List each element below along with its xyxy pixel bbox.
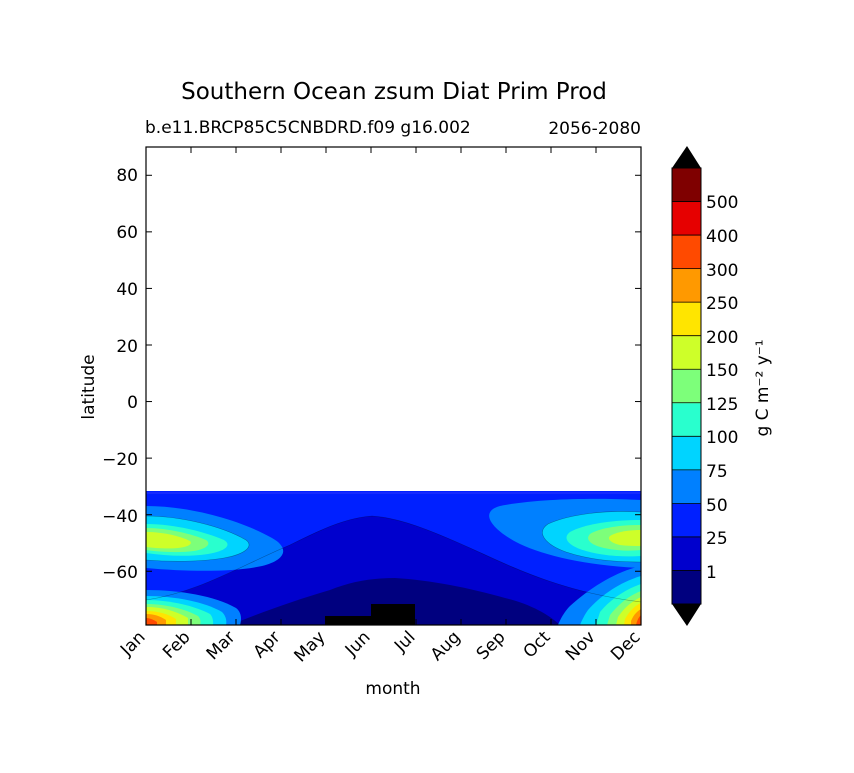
y-tick-label: 80 [116, 166, 138, 186]
contour-field [146, 491, 641, 625]
y-tick-label: −40 [102, 507, 138, 527]
colorbar-swatch [672, 402, 701, 437]
colorbar-tick-label: 200 [706, 328, 738, 348]
x-tick-label: Sep [473, 627, 510, 664]
colorbar-swatch [672, 335, 701, 370]
colorbar-tick-labels: 500 400 300 250 200 150 125 100 75 50 25… [706, 193, 738, 583]
colorbar-swatch [672, 268, 701, 303]
plot-area [145, 146, 642, 626]
contour-under-patch [371, 604, 415, 625]
x-axis-label: month [365, 679, 420, 699]
coastal-max-dec [558, 566, 641, 625]
chart-subtitle-left: b.e11.BRCP85C5CNBDRD.f09 g16.002 [145, 118, 471, 138]
colorbar-tick-label: 150 [706, 361, 738, 381]
contour-under-patch [325, 616, 373, 625]
x-tick-label: Apr [250, 627, 285, 662]
contour-band-150-200 [146, 532, 191, 549]
contour-band-150-200 [609, 530, 641, 546]
contour-line [146, 515, 641, 603]
colorbar-tick-label: 1 [706, 563, 717, 583]
subantarctic-max-dec [489, 498, 641, 568]
colorbar-under-arrow [672, 604, 701, 626]
colorbar-tick-label: 500 [706, 193, 738, 213]
x-tick-label: Aug [427, 627, 465, 665]
x-tick-label: Mar [203, 627, 240, 664]
y-tick-label: −20 [102, 450, 138, 470]
x-tick-label: Jan [116, 627, 149, 660]
x-tick-label: Jun [341, 627, 375, 661]
colorbar-tick-label: 300 [706, 261, 738, 281]
colorbar-tick-label: 25 [706, 529, 728, 549]
chart-subtitle-right: 2056-2080 [548, 119, 641, 139]
y-tick-label: 0 [127, 393, 138, 413]
x-tick-label: Feb [159, 627, 194, 662]
contour-line [542, 511, 641, 563]
x-tick-label: May [291, 627, 330, 666]
colorbar-tick-label: 50 [706, 496, 728, 516]
x-tick-label: Jul [390, 627, 419, 656]
colorbar-swatch [672, 235, 701, 270]
colorbar-swatch [672, 369, 701, 404]
colorbar-tick-label: 400 [706, 227, 738, 247]
colorbar-swatch [672, 168, 701, 203]
x-tick-label: Nov [562, 627, 600, 665]
colorbar-swatch [672, 201, 701, 236]
colorbar-tick-label: 75 [706, 462, 728, 482]
y-tick-label: 20 [116, 337, 138, 357]
contour-band-below-1 [230, 578, 560, 625]
subantarctic-max-jan [146, 506, 284, 571]
x-tick-label: Dec [607, 627, 644, 664]
colorbar-swatch [672, 436, 701, 471]
contour-lines [146, 511, 641, 603]
y-tick-label: 60 [116, 223, 138, 243]
colorbar-swatch [672, 302, 701, 337]
colorbar-swatch [672, 536, 701, 571]
contour-band-1-25-dome [146, 516, 641, 625]
colorbar-swatch [672, 469, 701, 504]
colorbar-swatch [672, 570, 701, 605]
x-tick-label: Oct [520, 627, 555, 662]
y-axis: 80 60 40 20 0 −20 −40 −60 [102, 166, 138, 583]
y-tick-marks [146, 174, 641, 572]
y-tick-label: 40 [116, 280, 138, 300]
x-axis: Jan Feb Mar Apr May Jun Jul Aug Sep Oct … [116, 627, 644, 666]
colorbar-tick-label: 250 [706, 294, 738, 314]
y-tick-label: −60 [102, 563, 138, 583]
colorbar-swatch [672, 503, 701, 538]
contour-band-300-400 [146, 618, 157, 625]
colorbar-label: g C m⁻² y⁻¹ [753, 339, 773, 436]
colorbar-tick-label: 125 [706, 395, 738, 415]
plot-frame [145, 146, 642, 626]
colorbar-tick-label: 100 [706, 428, 738, 448]
coastal-max-jan [146, 590, 241, 625]
y-axis-label: latitude [79, 354, 99, 419]
colorbar: 500 400 300 250 200 150 125 100 75 50 25… [671, 146, 773, 626]
colorbar-swatches [672, 168, 701, 605]
chart-title: Southern Ocean zsum Diat Prim Prod [181, 79, 607, 105]
colorbar-over-arrow [672, 146, 701, 168]
contour-band-300-400 [636, 615, 641, 625]
x-tick-marks [145, 147, 642, 625]
contour-line [146, 515, 250, 562]
colorbar-frame [671, 167, 702, 605]
